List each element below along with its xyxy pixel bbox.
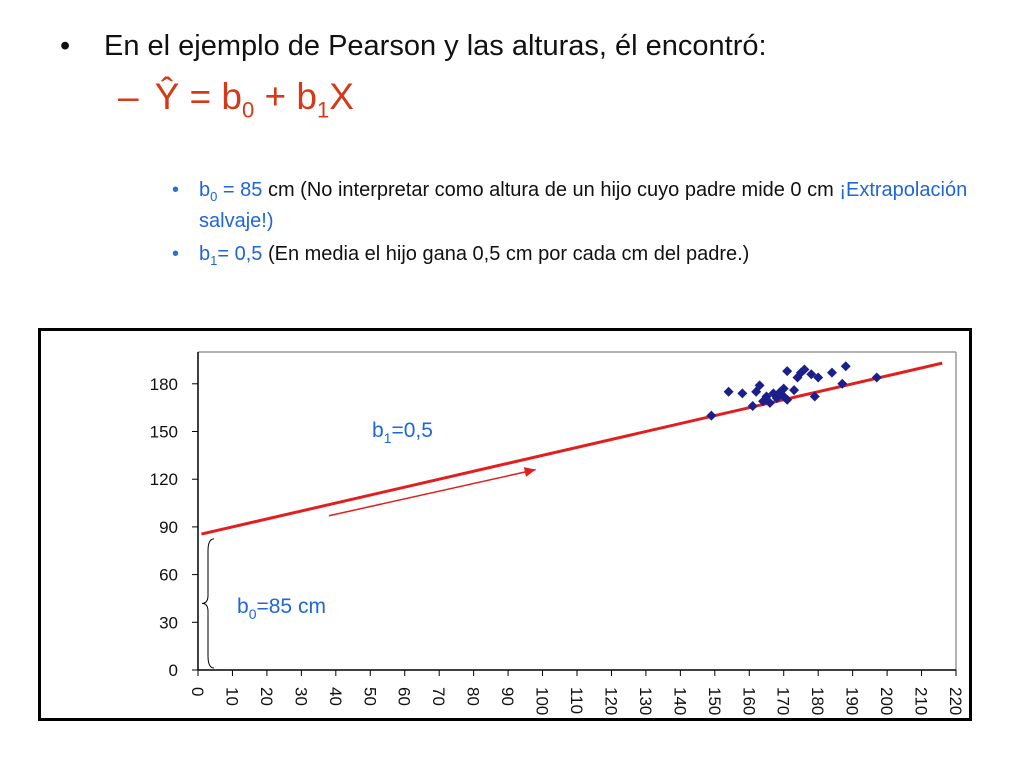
x-tick-label: 220 <box>946 687 965 715</box>
x-tick-label: 80 <box>464 687 483 706</box>
data-point <box>789 385 800 396</box>
data-point <box>747 401 758 412</box>
x-tick-label: 0 <box>188 687 207 696</box>
y-tick-label: 90 <box>159 518 178 537</box>
x-tick-label: 30 <box>291 687 310 706</box>
b1-text: (En media el hijo gana 0,5 cm por cada c… <box>262 243 750 265</box>
data-point <box>809 391 820 402</box>
x-tick-label: 60 <box>395 687 414 706</box>
y-tick-label: 60 <box>159 566 178 585</box>
slope-arrow-head <box>523 467 536 477</box>
x-tick-label: 70 <box>429 687 448 706</box>
x-tick-label: 160 <box>739 687 758 715</box>
x-tick-label: 10 <box>222 687 241 706</box>
data-point <box>706 410 717 421</box>
formula-dash: – <box>118 76 139 117</box>
bullet-dot: • <box>60 30 71 62</box>
x-tick-label: 190 <box>843 687 862 715</box>
x-tick-label: 180 <box>808 687 827 715</box>
x-tick-label: 100 <box>533 687 552 715</box>
b1-sub: 1 <box>210 253 218 268</box>
data-point <box>806 369 817 380</box>
regression-line <box>201 361 943 536</box>
intercept-brace <box>201 538 215 669</box>
annotation-b1-sub: 1 <box>384 430 392 446</box>
data-point <box>778 383 789 394</box>
data-point <box>723 386 734 397</box>
data-point <box>840 361 851 372</box>
x-tick-label: 110 <box>567 687 586 714</box>
data-point <box>782 394 793 405</box>
x-tick-label: 210 <box>912 687 931 715</box>
formula-plus: + b <box>254 76 318 117</box>
slope-arrow <box>328 468 536 517</box>
annotation-b1-label: b <box>372 419 384 442</box>
data-point <box>826 367 837 378</box>
y-tick-label: 150 <box>150 423 178 442</box>
main-bullet: • En el ejemplo de Pearson y las alturas,… <box>60 30 767 63</box>
main-bullet-text: En el ejemplo de Pearson y las alturas, … <box>104 30 767 62</box>
b0-text: cm (No interpretar como altura de un hij… <box>262 179 840 201</box>
chart-frame <box>38 328 972 721</box>
data-point <box>813 372 824 383</box>
sub-bullet-b1: • b1= 0,5 (En media el hijo gana 0,5 cm … <box>172 242 989 273</box>
x-tick-label: 90 <box>498 687 517 706</box>
sub-bullet-b0: • b0 = 85 cm (No interpretar como altura… <box>172 178 989 233</box>
x-tick-label: 130 <box>636 687 655 715</box>
b0-var: b <box>199 179 211 201</box>
sub-bullets: • b0 = 85 cm (No interpretar como altura… <box>172 178 989 282</box>
annotation-b1-rest: =0,5 <box>391 419 432 442</box>
data-point <box>871 372 882 383</box>
sub-bullet-dot: • <box>172 243 180 265</box>
annotation-b0-rest: =85 cm <box>256 595 325 618</box>
annotation-b0: b0=85 cm <box>237 595 326 622</box>
annotation-b0-label: b <box>237 595 249 618</box>
x-tick-label: 150 <box>705 687 724 715</box>
y-tick-label: 120 <box>150 470 178 489</box>
b0-sub: 0 <box>210 189 218 204</box>
x-tick-label: 40 <box>326 687 345 706</box>
data-point <box>737 388 748 399</box>
x-tick-label: 200 <box>877 687 896 715</box>
data-point <box>754 380 765 391</box>
formula-x: X <box>329 76 354 117</box>
annotation-b0-sub: 0 <box>249 606 257 622</box>
x-tick-label: 120 <box>601 687 620 715</box>
b1-var: b <box>199 243 211 265</box>
b0-highlight: ¡Extrapolación salvaje!) <box>199 179 968 232</box>
data-point <box>782 366 793 377</box>
x-tick-label: 140 <box>670 687 689 715</box>
formula-sub1: 1 <box>317 97 330 123</box>
formula-lhs: Ŷ = b <box>154 76 243 117</box>
b1-value: = 0,5 <box>217 243 263 265</box>
data-point <box>764 397 775 408</box>
sub-bullet-dot: • <box>172 179 180 201</box>
y-tick-label: 30 <box>159 613 178 632</box>
data-point <box>799 364 810 375</box>
x-tick-label: 170 <box>774 687 793 715</box>
y-tick-label: 0 <box>169 661 178 680</box>
b0-value: = 85 <box>217 179 263 201</box>
annotation-b1: b1=0,5 <box>372 419 433 446</box>
formula-sub0: 0 <box>242 97 255 123</box>
regression-formula: – Ŷ = b0 + b1X <box>118 76 354 123</box>
y-tick-label: 180 <box>150 375 178 394</box>
x-tick-label: 20 <box>257 687 276 706</box>
x-tick-label: 50 <box>360 687 379 706</box>
data-point <box>837 378 848 389</box>
